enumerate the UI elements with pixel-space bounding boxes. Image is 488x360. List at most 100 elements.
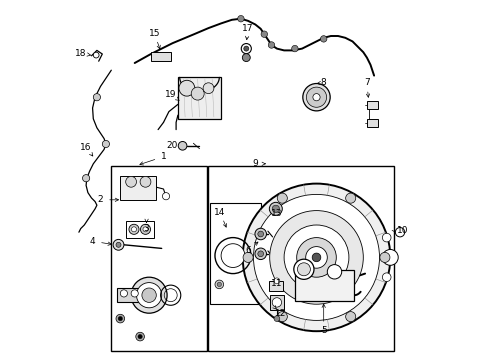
Circle shape <box>320 36 326 42</box>
Circle shape <box>203 83 213 94</box>
Circle shape <box>382 273 390 282</box>
Circle shape <box>273 278 279 284</box>
Circle shape <box>162 193 169 200</box>
Circle shape <box>277 193 287 203</box>
Circle shape <box>345 193 355 203</box>
Circle shape <box>311 253 320 262</box>
Bar <box>366 119 377 127</box>
Circle shape <box>242 184 389 331</box>
Text: 13: 13 <box>270 209 282 218</box>
Circle shape <box>116 242 121 247</box>
Circle shape <box>191 87 204 100</box>
Circle shape <box>293 259 313 279</box>
Circle shape <box>93 94 101 101</box>
Circle shape <box>118 316 122 321</box>
Circle shape <box>242 54 250 62</box>
Bar <box>111 166 206 351</box>
Circle shape <box>217 282 221 287</box>
Circle shape <box>273 316 279 321</box>
Circle shape <box>269 202 282 215</box>
Circle shape <box>116 314 124 323</box>
Bar <box>366 101 377 109</box>
Circle shape <box>241 44 251 54</box>
Text: 3: 3 <box>143 224 149 233</box>
Circle shape <box>261 31 267 37</box>
Circle shape <box>306 87 326 107</box>
Text: 11: 11 <box>270 279 282 288</box>
Circle shape <box>297 263 310 276</box>
Bar <box>178 77 221 119</box>
Circle shape <box>312 94 320 101</box>
Circle shape <box>345 312 355 322</box>
Text: 14: 14 <box>214 208 225 217</box>
Circle shape <box>131 277 167 313</box>
Circle shape <box>140 176 151 187</box>
Circle shape <box>179 80 194 96</box>
Text: 1: 1 <box>160 152 166 161</box>
Circle shape <box>140 224 150 234</box>
Circle shape <box>257 231 263 237</box>
Circle shape <box>131 290 138 297</box>
Circle shape <box>302 84 329 111</box>
Circle shape <box>254 228 266 240</box>
Circle shape <box>142 227 148 232</box>
Circle shape <box>257 251 263 257</box>
Circle shape <box>253 194 379 320</box>
Circle shape <box>394 228 404 237</box>
Circle shape <box>305 247 326 268</box>
Bar <box>151 52 170 61</box>
Circle shape <box>254 248 266 260</box>
Bar <box>117 288 143 302</box>
Text: 10: 10 <box>396 226 408 235</box>
Circle shape <box>178 141 186 150</box>
Circle shape <box>277 312 287 322</box>
Circle shape <box>382 233 390 242</box>
Bar <box>208 166 393 351</box>
Circle shape <box>268 42 274 48</box>
Circle shape <box>382 249 397 265</box>
Circle shape <box>120 290 127 297</box>
Circle shape <box>131 227 136 232</box>
Circle shape <box>129 224 139 234</box>
Text: 16: 16 <box>80 143 92 152</box>
Text: 4: 4 <box>90 237 95 246</box>
Bar <box>272 206 279 212</box>
Circle shape <box>142 288 156 302</box>
Circle shape <box>296 238 336 277</box>
Circle shape <box>291 45 298 52</box>
Circle shape <box>269 211 363 304</box>
Circle shape <box>221 244 244 267</box>
Circle shape <box>379 252 389 262</box>
Circle shape <box>272 298 281 307</box>
Text: 9: 9 <box>252 159 258 168</box>
Circle shape <box>244 46 248 51</box>
Circle shape <box>243 252 253 262</box>
Text: 6: 6 <box>244 246 250 255</box>
Circle shape <box>215 280 223 289</box>
Circle shape <box>82 175 89 182</box>
Text: 20: 20 <box>166 141 177 150</box>
Bar <box>210 203 260 304</box>
Text: 19: 19 <box>164 90 176 99</box>
Circle shape <box>272 205 279 212</box>
Text: 17: 17 <box>242 23 253 32</box>
Text: 12: 12 <box>274 309 285 318</box>
Circle shape <box>102 140 109 148</box>
Bar <box>120 176 156 200</box>
Bar <box>268 281 283 291</box>
Circle shape <box>136 332 144 341</box>
Text: 5: 5 <box>320 326 326 335</box>
Text: 2: 2 <box>98 195 103 204</box>
Circle shape <box>138 334 142 339</box>
Circle shape <box>237 15 244 22</box>
Bar <box>125 221 154 238</box>
Text: 18: 18 <box>75 49 86 58</box>
Circle shape <box>326 265 341 279</box>
Text: 8: 8 <box>320 78 326 87</box>
Circle shape <box>136 283 162 308</box>
Circle shape <box>284 225 348 290</box>
Circle shape <box>113 239 123 250</box>
Text: 7: 7 <box>363 78 369 87</box>
Circle shape <box>93 52 99 58</box>
Text: 15: 15 <box>148 29 160 38</box>
